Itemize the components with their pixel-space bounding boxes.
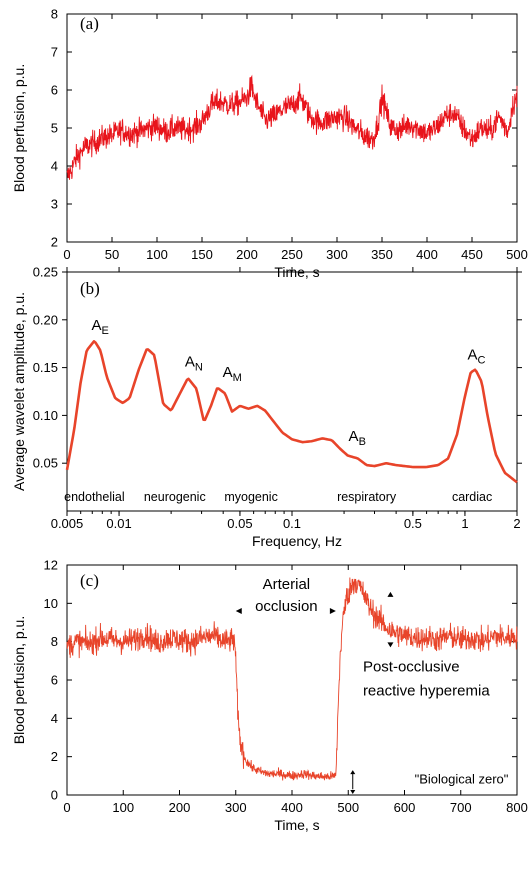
- x-tick-label: 250: [281, 247, 303, 262]
- panel-label: (b): [80, 279, 100, 298]
- y-axis-title: Blood perfusion, p.u.: [11, 64, 27, 192]
- x-tick-label: 450: [461, 247, 483, 262]
- annotation-text: Arterial: [263, 576, 311, 593]
- zero-up-arrow: [350, 770, 356, 775]
- y-tick-label: 0.05: [33, 456, 58, 471]
- x-tick-label: 300: [225, 800, 247, 815]
- x-tick-label: 300: [326, 247, 348, 262]
- y-tick-label: 12: [44, 558, 58, 573]
- x-tick-label: 200: [169, 800, 191, 815]
- peak-label: AM: [223, 364, 242, 384]
- peak-label: AN: [185, 353, 203, 373]
- peak-label: AC: [467, 347, 485, 367]
- x-tick-label: 100: [112, 800, 134, 815]
- series-line: [65, 340, 518, 484]
- x-axis-title: Frequency, Hz: [252, 533, 342, 549]
- x-tick-label: 500: [506, 247, 528, 262]
- y-tick-label: 7: [51, 45, 58, 60]
- y-tick-label: 8: [51, 634, 58, 649]
- occlusion-end-arrow: [329, 608, 336, 614]
- x-tick-label: 0.005: [51, 516, 84, 531]
- x-tick-label: 0.1: [283, 516, 301, 531]
- x-axis-title: Time, s: [274, 817, 319, 833]
- y-tick-label: 3: [51, 197, 58, 212]
- y-tick-label: 8: [51, 7, 58, 22]
- y-axis-title: Average wavelet amplitude, p.u.: [11, 292, 27, 491]
- y-axis-title: Blood perfusion, p.u.: [11, 616, 27, 744]
- x-tick-label: 100: [146, 247, 168, 262]
- hyperemia-bottom-arrow: [387, 642, 394, 648]
- y-tick-label: 6: [51, 673, 58, 688]
- y-tick-label: 2: [51, 749, 58, 764]
- series-line: [66, 577, 518, 781]
- peak-label: AE: [91, 317, 108, 337]
- y-tick-label: 0.15: [33, 360, 58, 375]
- y-tick-label: 4: [51, 711, 58, 726]
- x-tick-label: 0: [63, 247, 70, 262]
- x-tick-label: 700: [450, 800, 472, 815]
- annotation-text: occlusion: [255, 598, 318, 615]
- y-tick-label: 0.25: [33, 265, 58, 280]
- panel-c: 0 100 200 300 400 500 600 700 800 0 2 4 6 8 10 12 Time, …: [11, 558, 528, 834]
- peak-label: AB: [349, 428, 366, 448]
- x-tick-label: 0.5: [404, 516, 422, 531]
- x-tick-label: 800: [506, 800, 528, 815]
- x-tick-label: 0.01: [106, 516, 131, 531]
- y-tick-label: 0.10: [33, 408, 58, 423]
- occlusion-start-arrow: [235, 608, 242, 614]
- panel-b: 0.005 0.01 0.05 0.1 0.5 1 2 0.05 0.10 0.15 0.20 0.2…: [11, 265, 522, 549]
- panel-label: (c): [80, 571, 99, 590]
- y-tick-label: 10: [44, 596, 58, 611]
- band-label: myogenic: [224, 490, 278, 504]
- series-line: [66, 74, 518, 180]
- plot-frame: [66, 271, 518, 512]
- x-tick-label: 1: [461, 516, 468, 531]
- x-tick-label: 150: [191, 247, 213, 262]
- x-tick-label: 350: [371, 247, 393, 262]
- y-tick-label: 5: [51, 121, 58, 136]
- x-tick-label: 2: [513, 516, 520, 531]
- x-tick-label: 500: [337, 800, 359, 815]
- zero-down-arrow: [350, 790, 356, 795]
- x-tick-label: 600: [394, 800, 416, 815]
- y-tick-label: 2: [51, 235, 58, 250]
- x-tick-label: 400: [416, 247, 438, 262]
- annotation-text: "Biological zero": [415, 772, 509, 787]
- panel-a: 0 50 100 150 200 250 300 350 400 450 5002345678Tim…: [11, 7, 528, 281]
- band-label: endothelial: [64, 490, 124, 504]
- x-tick-label: 0.05: [227, 516, 252, 531]
- band-label: respiratory: [337, 490, 397, 504]
- band-label: cardiac: [452, 490, 492, 504]
- hyperemia-top-arrow: [387, 591, 394, 597]
- x-tick-label: 0: [63, 800, 70, 815]
- annotation-text: reactive hyperemia: [363, 682, 490, 699]
- x-tick-label: 200: [236, 247, 258, 262]
- y-tick-label: 0.20: [33, 312, 58, 327]
- x-tick-label: 400: [281, 800, 303, 815]
- y-tick-label: 0: [51, 788, 58, 803]
- x-tick-label: 50: [105, 247, 119, 262]
- y-tick-label: 4: [51, 159, 58, 174]
- annotation-text: Post-occlusive: [363, 658, 460, 675]
- panel-label: (a): [80, 14, 99, 33]
- band-label: neurogenic: [144, 490, 206, 504]
- y-tick-label: 6: [51, 83, 58, 98]
